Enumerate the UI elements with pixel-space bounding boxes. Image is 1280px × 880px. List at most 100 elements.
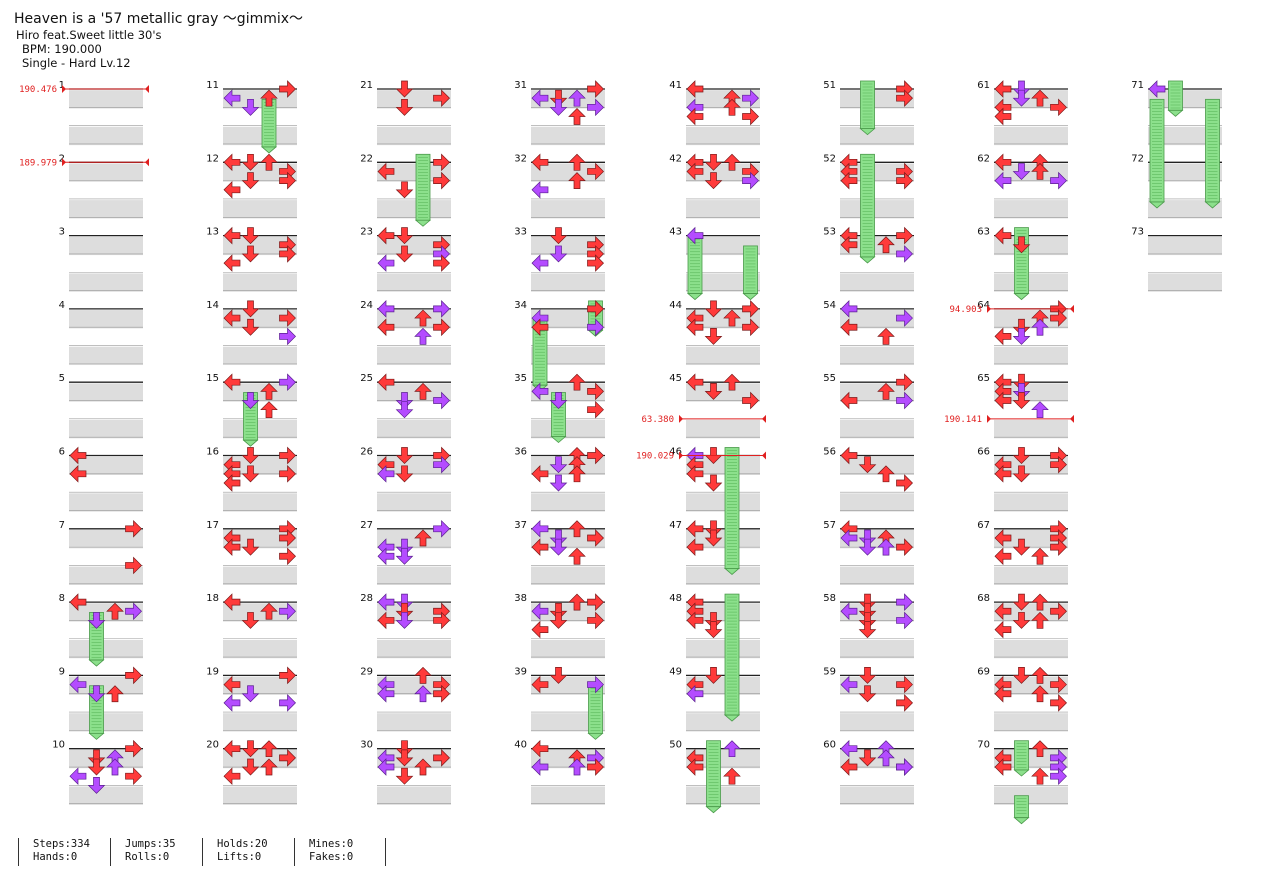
- step-arrow: [395, 98, 414, 116]
- step-arrow: [87, 749, 106, 767]
- step-arrow: [241, 392, 260, 410]
- step-arrow: [549, 612, 568, 629]
- step-arrow: [241, 172, 260, 190]
- bpm-change-label: 63.380: [641, 415, 674, 425]
- step-arrow: [568, 373, 586, 391]
- step-arrow: [840, 529, 858, 547]
- step-arrow: [896, 694, 913, 712]
- step-arrow: [568, 547, 586, 565]
- beat-band: [994, 383, 1068, 402]
- step-arrow: [531, 758, 549, 776]
- beat-band: [69, 639, 143, 659]
- step-arrow: [260, 89, 278, 107]
- step-arrow: [1012, 538, 1031, 556]
- beat-band: [686, 420, 760, 439]
- step-arrow: [433, 171, 450, 190]
- step-arrow: [377, 684, 395, 703]
- measure-number: 41: [669, 80, 682, 91]
- step-arrow: [1012, 667, 1031, 684]
- measure-number: 17: [206, 520, 219, 531]
- step-arrow: [414, 758, 432, 776]
- beat-band: [531, 676, 605, 695]
- beat-band: [840, 493, 914, 512]
- step-arrow: [587, 446, 604, 465]
- step-arrow: [1012, 236, 1031, 254]
- beat-band: [69, 456, 143, 475]
- step-arrow: [568, 153, 586, 171]
- step-arrow: [1050, 694, 1067, 712]
- bpm-change-label: 189.979: [19, 158, 57, 168]
- bpm-change-label: 190.141: [944, 415, 982, 425]
- step-arrow: [896, 245, 913, 263]
- step-arrow: [686, 611, 704, 630]
- step-arrow: [840, 602, 858, 621]
- beat-band: [531, 420, 605, 439]
- hold-note: [1013, 795, 1030, 825]
- step-arrow: [994, 226, 1012, 245]
- step-arrow: [1050, 171, 1067, 190]
- step-arrow: [279, 373, 296, 392]
- step-arrow: [1031, 611, 1049, 629]
- step-arrow: [125, 602, 142, 621]
- measure-number: 58: [823, 593, 836, 604]
- step-arrow: [223, 254, 241, 272]
- step-arrow: [279, 529, 296, 547]
- beat-band: [994, 493, 1068, 512]
- step-arrow: [260, 153, 278, 171]
- beat-band: [223, 529, 297, 549]
- beat-band: [69, 603, 143, 622]
- step-arrow: [994, 80, 1012, 98]
- step-arrow: [1012, 593, 1031, 611]
- measure-number: 68: [977, 593, 990, 604]
- step-arrow: [568, 758, 586, 776]
- step-arrow: [125, 556, 142, 575]
- step-arrow: [994, 464, 1012, 483]
- step-arrow: [686, 519, 704, 538]
- beat-band: [994, 163, 1068, 182]
- step-arrow: [223, 593, 241, 611]
- beat-band: [377, 529, 451, 549]
- beat-band: [531, 310, 605, 329]
- step-arrow: [704, 300, 723, 318]
- beat-band: [531, 273, 605, 292]
- step-arrow: [896, 675, 913, 694]
- step-arrow: [549, 98, 568, 116]
- beat-band: [69, 420, 143, 439]
- beat-band: [223, 456, 297, 475]
- stat-value: Jumps:35: [125, 838, 176, 850]
- beat-band: [223, 126, 297, 146]
- measure-number: 60: [823, 740, 836, 751]
- beat-band: [531, 566, 605, 585]
- beat-band: [1148, 90, 1222, 109]
- step-arrow: [858, 667, 877, 684]
- beat-band: [69, 236, 143, 256]
- measure-number: 16: [206, 447, 219, 458]
- step-arrow: [125, 519, 142, 538]
- beat-band: [686, 273, 760, 292]
- step-arrow: [858, 538, 877, 556]
- measure-number: 52: [823, 153, 836, 164]
- beat-band: [531, 529, 605, 549]
- step-arrow: [1031, 666, 1049, 684]
- step-arrow: [223, 309, 241, 327]
- step-arrow: [223, 474, 241, 492]
- beat-band: [1148, 273, 1222, 292]
- step-arrow: [587, 529, 604, 547]
- hold-note: [723, 447, 741, 575]
- step-arrow: [704, 474, 723, 492]
- step-arrow: [223, 675, 241, 694]
- step-arrow: [223, 373, 241, 392]
- step-arrow: [686, 226, 704, 245]
- beat-band: [686, 713, 760, 732]
- step-arrow: [395, 767, 414, 785]
- measure-number: 61: [977, 80, 990, 91]
- beat-band: [686, 90, 760, 109]
- beat-band: [223, 603, 297, 622]
- beat-band: [377, 90, 451, 109]
- step-arrow: [395, 740, 414, 758]
- measure-number: 8: [59, 593, 65, 604]
- measure-number: 30: [360, 740, 373, 751]
- song-artist: Hiro feat.Sweet little 30's: [16, 28, 162, 42]
- step-arrow: [260, 758, 278, 776]
- measure-number: 46: [669, 447, 682, 458]
